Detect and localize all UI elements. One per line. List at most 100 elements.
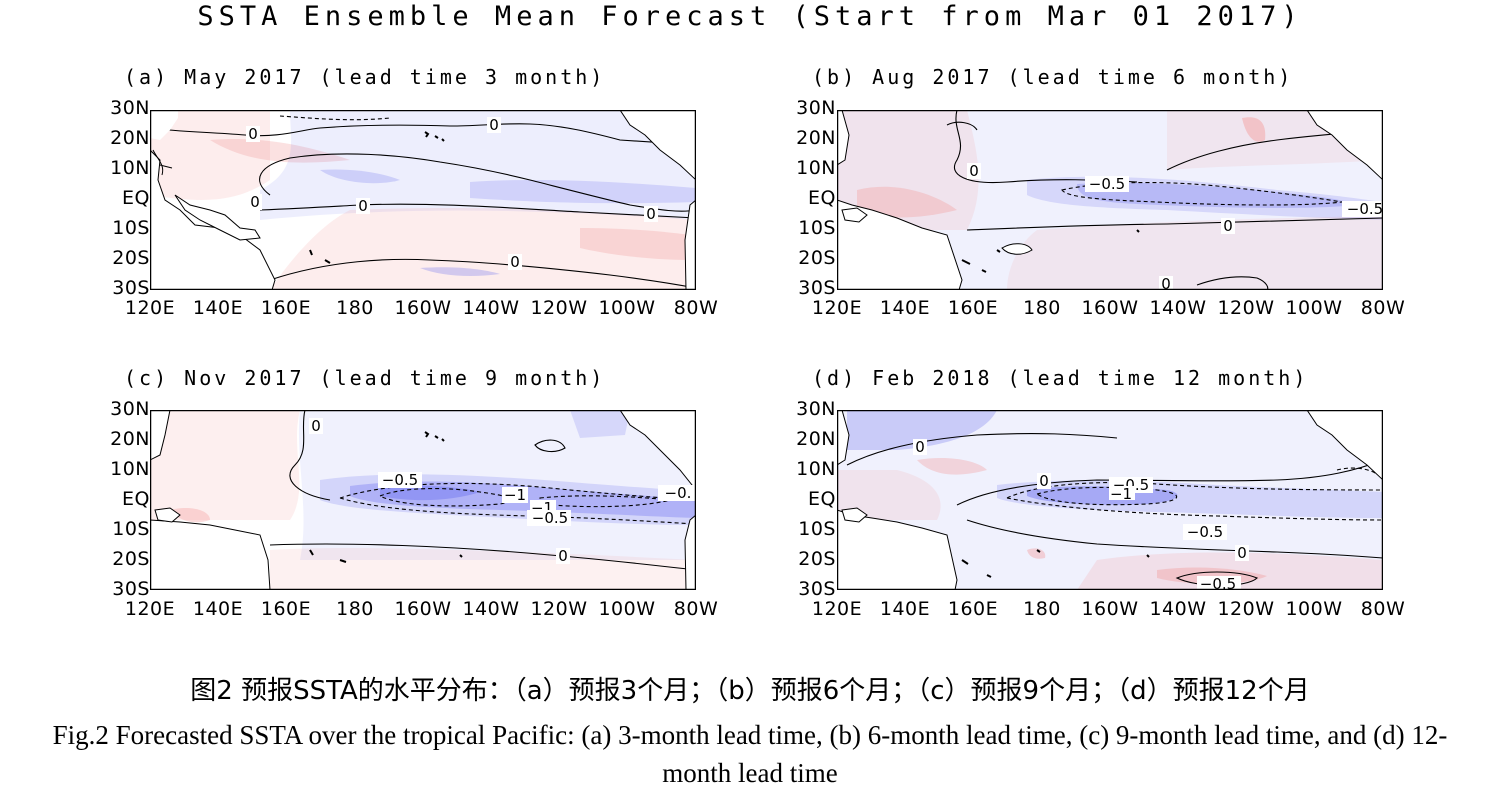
lon-label: 140E [879,297,931,319]
contour-label: −0. [665,484,692,502]
contour-label: −0.5 [1200,575,1236,590]
contour-label: −1 [504,486,526,504]
lat-label: 10S [798,217,836,239]
map-d: 0 0 −0.5 −1 −0.5 0 −0.5 [837,410,1383,590]
caption-english: Fig.2 Forecasted SSTA over the tropical … [52,720,1448,788]
lon-label: 120E [124,598,176,620]
lat-label: 10S [112,217,150,239]
lat-label: EQ [808,488,836,510]
contour-label: −0.5 [532,509,568,527]
lon-label: 160E [260,297,312,319]
contour-label: 0 [1039,472,1049,490]
map-b: 0 −0.5 −0.5 0 0 [837,110,1383,290]
contour-labels-a: 0 0 0 0 0 0 [246,116,658,271]
lat-label: 10N [796,157,836,179]
lat-label: 10S [798,518,836,540]
map-c: 0 −0.5 −1 −1 −0.5 −0. 0 [150,410,696,590]
lon-label: 120W [530,598,588,620]
lat-label: 20S [112,548,150,570]
contour-label: −0.5 [1347,200,1383,218]
lat-label: 10N [110,157,150,179]
lat-label: 20N [110,428,150,450]
main-title: SSTA Ensemble Mean Forecast (Start from … [197,1,1303,32]
lon-label: 120W [530,297,588,319]
lon-label: 120E [811,297,863,319]
contour-label: 0 [1223,217,1233,235]
lon-label: 120E [811,598,863,620]
lon-label: 180 [336,598,374,620]
lat-label: 20N [796,428,836,450]
lon-label: 140W [462,598,520,620]
contour-labels-b: 0 −0.5 −0.5 0 0 [967,162,1383,290]
contour-label: 0 [510,253,520,271]
contour-label: 0 [250,193,260,211]
lat-label: 30N [110,97,150,119]
panel-c-title: (c) Nov 2017 (lead time 9 month) [124,366,606,390]
lon-label: 160E [947,297,999,319]
lat-label: 30S [112,578,150,600]
ssta-shading [150,110,696,290]
lat-label: 20S [798,548,836,570]
contour-label: 0 [1237,544,1247,562]
lat-label: 30S [798,578,836,600]
contour-label: 0 [969,162,979,180]
lon-label: 100W [598,598,656,620]
lon-label: 100W [1285,297,1343,319]
lat-label: 30N [110,398,150,420]
caption-chinese: 图2 预报SSTA的水平分布：（a）预报3个月；（b）预报6个月；（c）预报9个… [190,676,1310,706]
lat-label: 10N [110,458,150,480]
lon-label: 160E [947,598,999,620]
lat-label: 10N [796,458,836,480]
lon-label: 140W [462,297,520,319]
lon-label: 140E [879,598,931,620]
lon-label: 160W [394,598,452,620]
land [837,110,1383,290]
contour-label: 0 [558,547,568,565]
lat-label: 30S [112,277,150,299]
lon-label: 160E [260,598,312,620]
lon-label: 80W [673,297,719,319]
contour-label: 0 [1161,275,1171,290]
contour-label: 0 [248,125,258,143]
panel-a-title: (a) May 2017 (lead time 3 month) [124,65,606,89]
contour-label: 0 [915,438,925,456]
lon-label: 160W [394,297,452,319]
contour-label: 0 [311,417,321,435]
lon-label: 160W [1081,598,1139,620]
lon-label: 140E [192,297,244,319]
contour-label: −1 [1110,485,1132,503]
lon-label: 100W [598,297,656,319]
lat-label: EQ [122,187,150,209]
lat-label: 30S [798,277,836,299]
contours-a [150,115,696,289]
contour-label: 0 [489,116,499,134]
lat-label: 10S [112,518,150,540]
contour-label: −0.5 [1089,175,1125,193]
lon-label: 80W [1360,598,1406,620]
map-a: 0 0 0 0 0 0 [150,110,696,290]
lat-label: EQ [122,488,150,510]
lon-label: 160W [1081,297,1139,319]
lon-label: 120E [124,297,176,319]
land [837,410,1383,590]
lon-label: 120W [1217,297,1275,319]
lon-label: 180 [336,297,374,319]
lat-label: 20S [112,247,150,269]
lat-label: 20N [110,127,150,149]
lon-label: 80W [673,598,719,620]
lat-label: 20S [798,247,836,269]
panel-b-title: (b) Aug 2017 (lead time 6 month) [812,65,1294,89]
panel-d-title: (d) Feb 2018 (lead time 12 month) [812,366,1309,390]
lon-label: 80W [1360,297,1406,319]
lon-label: 100W [1285,598,1343,620]
lon-label: 140W [1149,598,1207,620]
lon-label: 180 [1023,297,1061,319]
contour-label: −0.5 [1187,523,1223,541]
lat-label: 30N [796,398,836,420]
contour-label: 0 [646,205,656,223]
contour-labels-c: 0 −0.5 −1 −1 −0.5 −0. 0 [309,417,696,565]
lat-label: EQ [808,187,836,209]
contour-labels-d: 0 0 −0.5 −1 −0.5 0 −0.5 [913,438,1249,590]
land [150,110,696,290]
lat-label: 30N [796,97,836,119]
